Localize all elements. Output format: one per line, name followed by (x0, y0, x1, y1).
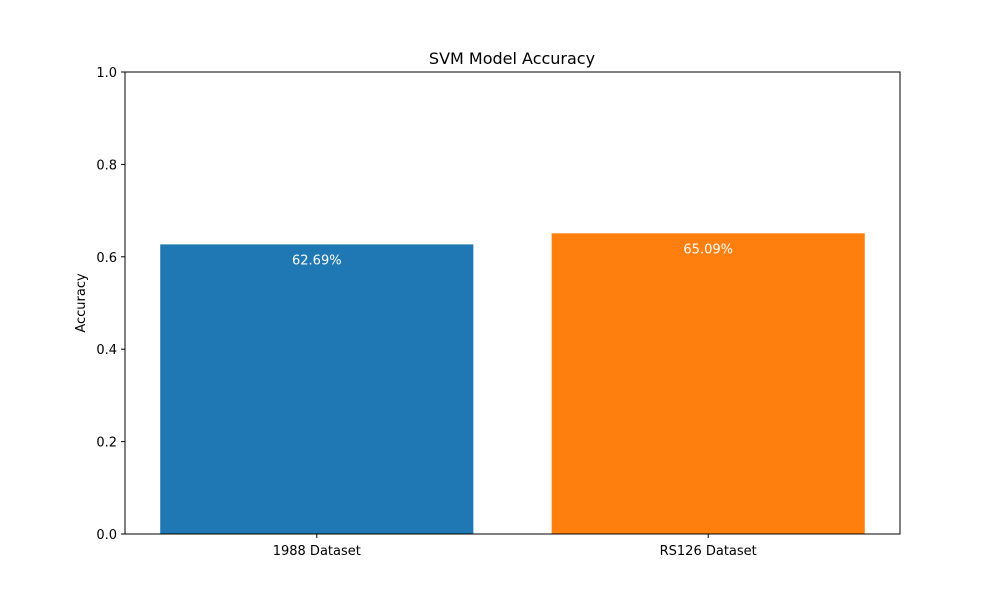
y-axis-ticks: 0.0 0.2 0.4 0.6 0.8 1.0 (96, 66, 125, 543)
bar-data-label: 62.69% (292, 253, 342, 268)
y-axis-label: Accuracy (74, 273, 89, 333)
plot-frame (124, 71, 901, 535)
y-tick-label: 0.6 (96, 251, 117, 266)
y-tick-label: 1.0 (96, 66, 117, 81)
y-tick-label: 0.0 (96, 528, 117, 543)
x-axis-ticks: 1988 Dataset RS126 Dataset (273, 534, 757, 559)
bar-1 (160, 244, 474, 534)
bars (160, 233, 865, 535)
y-tick-label: 0.2 (96, 436, 117, 451)
bar-data-label: 65.09% (683, 242, 733, 257)
y-tick-label: 0.8 (96, 158, 117, 173)
bar-2 (551, 233, 865, 535)
bar-data-labels: 62.69% 65.09% (292, 242, 733, 268)
x-tick-label: 1988 Dataset (273, 544, 361, 559)
x-tick-label: RS126 Dataset (660, 544, 757, 559)
chart-title: SVM Model Accuracy (429, 49, 595, 68)
y-tick-label: 0.4 (96, 343, 117, 358)
